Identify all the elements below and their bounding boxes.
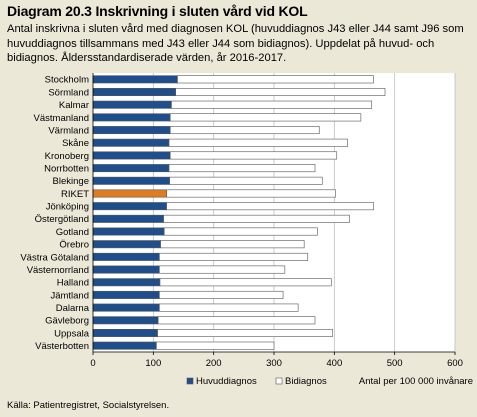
bar-huvuddiagnos [92,176,170,185]
bar-bidiagnos [169,126,320,135]
category-label: Kronoberg [45,151,89,162]
x-tick-label: 400 [326,358,342,369]
category-label: Sörmland [48,87,89,98]
bar-huvuddiagnos [92,164,170,173]
bar-huvuddiagnos [92,202,167,211]
x-tick-label: 600 [447,358,463,369]
category-label: RIKET [61,189,89,200]
bar-huvuddiagnos [92,113,171,122]
category-label: Örebro [59,240,89,251]
bar-bidiagnos [169,113,362,122]
x-axis-title: Antal per 100 000 invånare [359,376,473,387]
category-label: Blekinge [53,176,89,187]
bar-bidiagnos [159,265,286,274]
category-label: Halland [57,278,89,289]
category-label: Östergötland [35,214,89,225]
bar-huvuddiagnos [92,316,159,325]
bar-huvuddiagnos [92,100,172,109]
bar-huvuddiagnos [92,252,160,261]
category-label: Dalarna [56,303,90,314]
bar-bidiagnos [168,164,316,173]
bar-huvuddiagnos [92,265,160,274]
category-label: Västra Götaland [20,252,89,263]
legend-label-bidiagnos: Bidiagnos [285,376,327,387]
bar-huvuddiagnos [92,189,167,198]
x-tick-label: 200 [206,358,222,369]
bar-bidiagnos [157,328,333,337]
bar-huvuddiagnos [92,126,171,135]
x-tick-label: 0 [90,358,95,369]
legend-label-huvuddiagnos: Huvuddiagnos [196,376,257,387]
x-tick-label: 500 [387,358,403,369]
bar-huvuddiagnos [92,303,160,312]
bar-bidiagnos [159,303,299,312]
category-label: Gävleborg [45,316,89,327]
category-label: Västerbotten [35,341,89,352]
bar-bidiagnos [175,88,386,97]
bar-bidiagnos [163,214,350,223]
category-label: Kalmar [59,100,89,111]
bar-bidiagnos [168,138,348,147]
bar-huvuddiagnos [92,138,170,147]
bar-bidiagnos [159,252,309,261]
bar-huvuddiagnos [92,240,161,249]
category-label: Jämtland [50,290,89,301]
bar-huvuddiagnos [92,227,165,236]
x-tick-label: 100 [145,358,161,369]
bar-bidiagnos [166,202,374,211]
chart-title: Diagram 20.3 Inskrivning i sluten vård v… [7,3,308,19]
bar-huvuddiagnos [92,88,176,97]
legend-swatch-bidiagnos [275,377,283,385]
bar-bidiagnos [177,75,374,84]
bar-bidiagnos [163,227,318,236]
category-label: Norrbotten [44,164,89,175]
bar-huvuddiagnos [92,328,158,337]
bar-bidiagnos [169,151,338,160]
bar-bidiagnos [169,176,323,185]
bar-bidiagnos [159,278,332,287]
bar-bidiagnos [156,341,275,350]
bar-bidiagnos [171,100,373,109]
source-note: Källa: Patientregistret, Socialstyrelsen… [7,400,170,411]
bar-huvuddiagnos [92,278,161,287]
bar-huvuddiagnos [92,214,164,223]
chart-subtitle: Antal inskrivna i sluten vård med diagno… [7,23,464,64]
x-tick-label: 300 [266,358,282,369]
bar-huvuddiagnos [92,75,178,84]
category-label: Jönköping [46,202,89,213]
bar-bidiagnos [160,240,305,249]
bar-huvuddiagnos [92,341,157,350]
bar-bidiagnos [166,189,336,198]
category-label: Gotland [56,227,89,238]
category-label: Västernorrland [27,265,89,276]
category-label: Uppsala [54,328,90,339]
category-label: Värmland [48,125,89,136]
bar-bidiagnos [157,316,316,325]
category-label: Skåne [62,138,89,149]
bar-bidiagnos [159,290,284,299]
bar-huvuddiagnos [92,290,160,299]
bar-huvuddiagnos [92,151,171,160]
category-label: Stockholm [45,75,89,86]
legend-swatch-huvuddiagnos [186,377,194,385]
category-label: Västmanland [34,113,89,124]
